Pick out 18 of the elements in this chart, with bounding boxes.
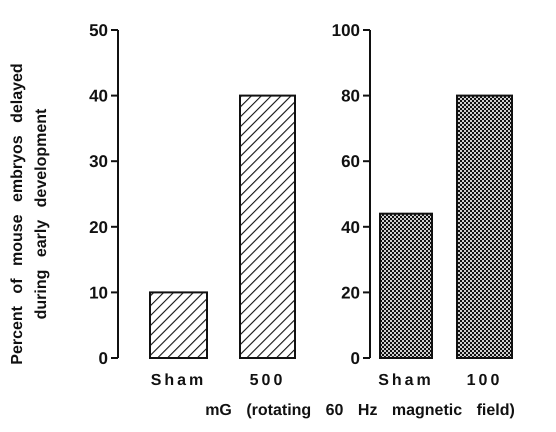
x-tick-label: 500 (250, 372, 286, 389)
y-tick-label: 40 (341, 218, 360, 237)
y-tick-label: 20 (89, 218, 108, 237)
x-tick-label: 100 (466, 372, 502, 389)
x-tick-label: Sham (150, 372, 206, 389)
x-axis-title: mG (rotating 60 Hz magnetic field) (205, 402, 515, 419)
y-tick-label: 30 (89, 152, 108, 172)
y-tick-label: 40 (89, 86, 108, 106)
y-axis-title: Percent of mouse embryos delayed during early development (9, 63, 50, 365)
y-tick-label: 0 (98, 348, 108, 368)
y-tick-label: 10 (89, 283, 108, 302)
y-tick-label: 80 (341, 86, 360, 106)
y-tick-label: 100 (332, 20, 360, 40)
y-tick-label: 0 (350, 348, 360, 368)
y-tick-label: 60 (341, 152, 360, 172)
x-tick-label: Sham (378, 372, 434, 389)
y-tick-label: 20 (341, 283, 360, 302)
y-tick-label: 50 (89, 20, 108, 40)
